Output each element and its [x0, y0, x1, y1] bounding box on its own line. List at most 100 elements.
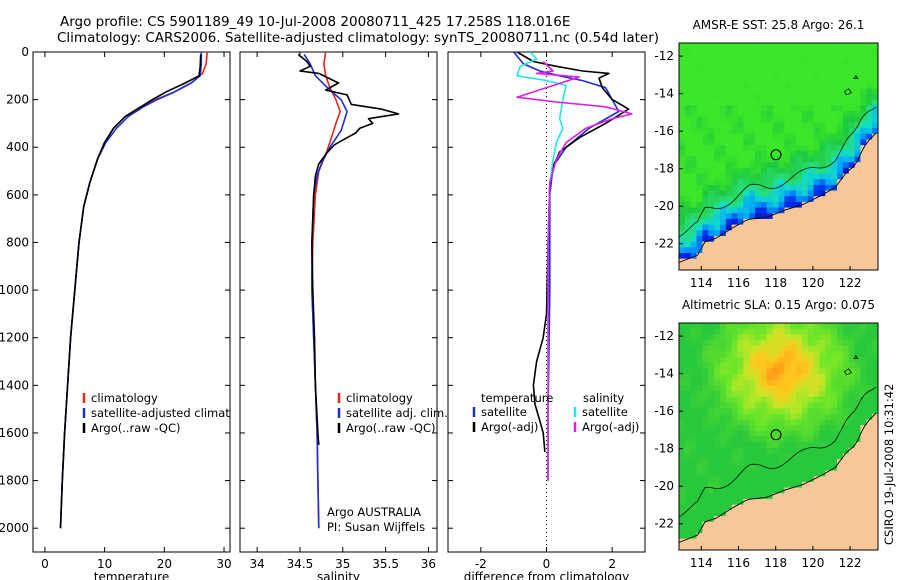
map-cell — [854, 60, 862, 67]
map-cell — [866, 139, 873, 146]
map-cell — [766, 156, 774, 163]
map-cell — [831, 235, 838, 243]
map-cell — [743, 258, 750, 265]
map-cell — [842, 413, 850, 421]
map-cell — [719, 357, 727, 364]
map-cell — [801, 65, 809, 72]
map-cell — [837, 464, 844, 472]
map-cell — [848, 538, 856, 545]
map-cell — [760, 252, 768, 260]
map-cell — [731, 99, 739, 107]
map-cell — [725, 150, 733, 158]
map-cell — [807, 48, 815, 55]
map-cell — [690, 413, 698, 421]
map-cell — [743, 201, 750, 209]
map-cell — [854, 207, 862, 214]
map-cell — [760, 385, 768, 392]
map-cell — [872, 538, 878, 545]
map-cell — [866, 71, 873, 78]
map-cell — [679, 156, 686, 163]
map-cell — [837, 65, 844, 72]
map-cell — [743, 447, 750, 455]
map-cell — [854, 396, 862, 404]
map-cell — [866, 48, 873, 55]
map-cell — [813, 487, 821, 494]
map-cell — [872, 264, 878, 270]
map-cell — [684, 258, 692, 265]
map-cell — [837, 179, 844, 186]
legend: temperature salinitysatelliteArgo(-adj)sa… — [472, 391, 639, 434]
map-cell — [848, 167, 856, 175]
map-cell — [778, 340, 785, 347]
map-cell — [719, 334, 727, 341]
map-cell — [684, 453, 692, 460]
map-cell — [790, 323, 797, 330]
map-cell — [760, 264, 768, 270]
map-cell — [854, 323, 862, 330]
map-cell — [696, 498, 704, 506]
map-cell — [708, 328, 715, 335]
map-cell — [813, 150, 821, 158]
map-cell — [772, 54, 780, 61]
map-cell — [760, 128, 768, 135]
map-cell — [784, 476, 791, 483]
map-cell — [831, 470, 838, 477]
map-cell — [714, 116, 721, 124]
map-cell — [772, 65, 780, 72]
map-cell — [796, 408, 803, 415]
map-cell — [702, 167, 709, 175]
map-cell — [872, 510, 878, 517]
map-cell — [690, 328, 698, 335]
map-cell — [679, 82, 686, 89]
map-cell — [737, 179, 744, 186]
map-cell — [784, 184, 791, 192]
map-cell — [790, 334, 797, 341]
map-cell — [860, 527, 867, 534]
map-cell — [784, 156, 791, 163]
map-cell — [737, 111, 744, 118]
map-cell — [778, 368, 785, 375]
map-cell — [872, 487, 878, 494]
map-cell — [679, 425, 686, 432]
map-cell — [737, 425, 744, 432]
map-cell — [702, 196, 709, 203]
map-cell — [790, 122, 797, 129]
map-cell — [743, 368, 750, 375]
map-cell — [743, 413, 750, 421]
map-cell — [708, 396, 715, 404]
map-cell — [714, 230, 721, 237]
map-cell — [825, 379, 832, 387]
map-cell — [690, 179, 698, 186]
map-cell — [819, 396, 826, 404]
map-cell — [872, 459, 878, 466]
map-cell — [749, 116, 756, 124]
map-cell — [778, 334, 785, 341]
map-cell — [743, 464, 750, 472]
map-cell — [755, 328, 762, 335]
map-cell — [801, 379, 809, 387]
map-cell — [813, 48, 821, 55]
map-cell — [737, 453, 744, 460]
map-cell — [702, 190, 709, 197]
map-cell — [825, 82, 832, 89]
map-cell — [696, 464, 704, 472]
map-cell — [801, 442, 809, 449]
map-cell — [860, 224, 867, 231]
map-cell — [848, 362, 856, 369]
map-cell — [831, 362, 838, 369]
map-cell — [684, 145, 692, 152]
map-cell — [690, 538, 698, 545]
map-cell — [725, 510, 733, 517]
map-cell — [831, 544, 838, 550]
map-cell — [743, 328, 750, 335]
map-cell — [766, 396, 774, 404]
map-cell — [842, 190, 850, 197]
map-cell — [714, 247, 721, 254]
map-cell — [766, 88, 774, 95]
map-cell — [831, 99, 838, 107]
map-cell — [725, 447, 733, 455]
map-cell — [772, 425, 780, 432]
map-cell — [825, 328, 832, 335]
map-cell — [790, 453, 797, 460]
map-cell — [749, 48, 756, 55]
